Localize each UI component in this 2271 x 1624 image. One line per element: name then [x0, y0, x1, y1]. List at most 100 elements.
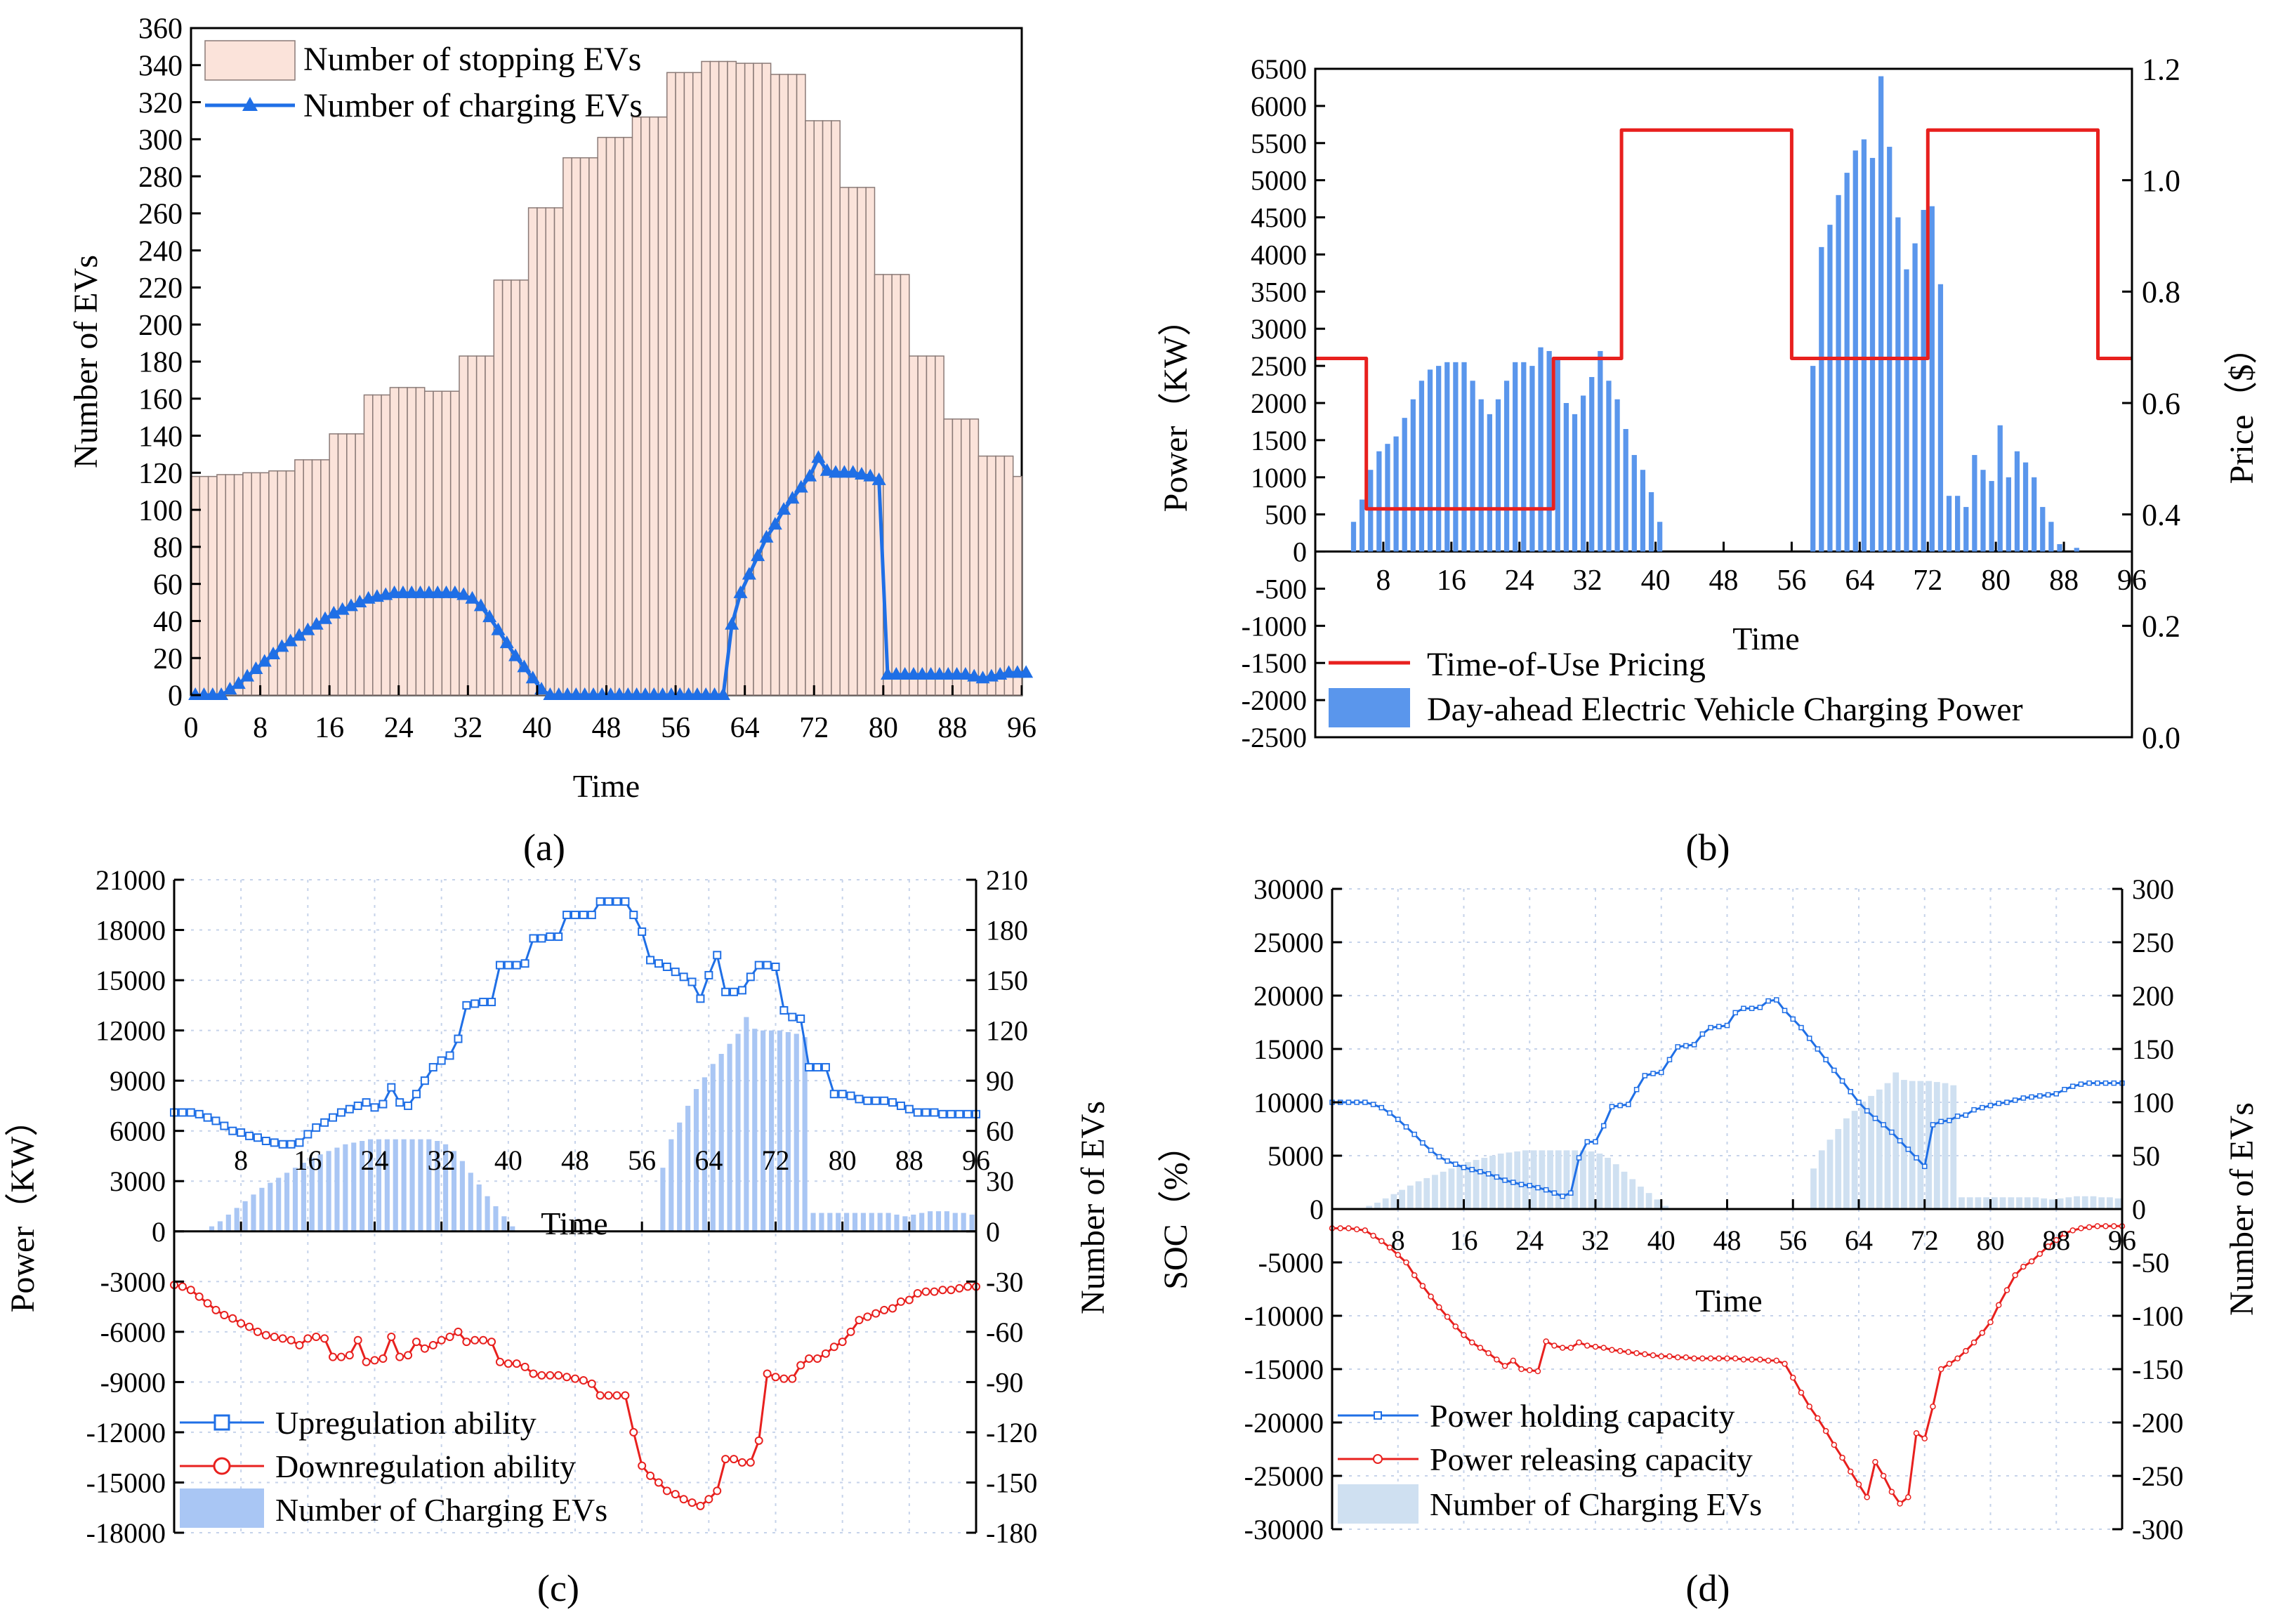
charging-ev-bar: [1464, 1162, 1471, 1209]
charging-power-bar: [1538, 347, 1543, 552]
stopping-ev-bar: [485, 355, 495, 696]
x-axis-tick-label: 64: [730, 712, 760, 744]
charging-ev-bar: [409, 1139, 415, 1232]
upregulation-marker: [704, 970, 713, 979]
charging-ev-bar: [669, 1139, 674, 1232]
stopping-ev-bar: [225, 474, 235, 696]
releasing-marker: [1370, 1232, 1376, 1239]
downregulation-marker: [353, 1335, 362, 1345]
charging-power-bar: [1844, 173, 1850, 552]
releasing-marker: [1782, 1361, 1788, 1367]
stopping-ev-bar: [433, 390, 443, 696]
releasing-marker: [1576, 1339, 1582, 1346]
y-axis-tick-label: 260: [138, 199, 183, 231]
charging-ev-bar: [2041, 1198, 2048, 1209]
stopping-ev-bar: [475, 355, 486, 696]
upregulation-marker: [546, 932, 555, 942]
downregulation-marker: [671, 1490, 680, 1499]
holding-marker: [1996, 1100, 2001, 1107]
y-axis-left-tick-label: -15000: [1244, 1354, 1324, 1385]
releasing-marker: [1534, 1368, 1541, 1375]
charging-ev-bar: [1654, 1199, 1661, 1209]
downregulation-marker: [454, 1327, 463, 1336]
stopping-ev-bar: [796, 74, 806, 696]
stopping-ev-bar: [268, 470, 278, 696]
releasing-marker: [1872, 1458, 1878, 1465]
charging-ev-bar: [2114, 1198, 2121, 1209]
x-axis-tick-label: 72: [762, 1144, 790, 1176]
upregulation-marker: [955, 1109, 964, 1118]
x-axis-tick-label: 80: [1981, 565, 2010, 597]
charging-ev-bar: [1580, 1150, 1586, 1209]
charging-ev-bar: [251, 1194, 256, 1232]
holding-marker: [1584, 1139, 1591, 1144]
charging-ev-bar: [393, 1139, 398, 1232]
y-axis-left-tick-label: 9000: [110, 1065, 166, 1097]
y-axis-left-tick-label: 21000: [96, 864, 166, 896]
x-axis-tick-label: 40: [1641, 565, 1671, 597]
upregulation-marker: [913, 1108, 922, 1117]
y-axis-tick-label: 320: [138, 87, 183, 119]
holding-marker: [1617, 1102, 1623, 1109]
upregulation-marker: [462, 1001, 471, 1010]
upregulation-marker: [211, 1116, 220, 1125]
holding-marker: [1659, 1069, 1664, 1076]
charging-ev-bar: [1399, 1189, 1406, 1209]
upregulation-marker: [554, 932, 563, 942]
charging-power-bar: [1887, 147, 1892, 552]
releasing-marker: [1444, 1314, 1451, 1320]
stopping-ev-bar: [363, 394, 374, 696]
y-axis-right-tick-label: -50: [2132, 1247, 2169, 1279]
charging-power-bar: [1937, 284, 1944, 552]
upregulation-marker: [270, 1138, 279, 1147]
charging-ev-bar: [727, 1043, 732, 1232]
legend-label-charging: Number of charging EVs: [303, 87, 643, 124]
legend-swatch-power: [1329, 688, 1410, 727]
upregulation-marker: [520, 959, 529, 968]
charging-ev-bar: [1638, 1187, 1644, 1209]
y-axis-left-tick-label: -9000: [100, 1366, 166, 1398]
charging-power-bar: [1631, 455, 1637, 552]
charging-ev-marker: [240, 668, 255, 682]
panel-label: (d): [1686, 1567, 1730, 1609]
charging-power-bar: [2014, 451, 2020, 552]
stopping-ev-bar: [372, 394, 382, 696]
releasing-marker: [1864, 1494, 1870, 1500]
releasing-marker: [1798, 1389, 1805, 1396]
releasing-marker: [2086, 1224, 2093, 1231]
charging-ev-bar: [702, 1077, 707, 1232]
downregulation-marker: [178, 1282, 187, 1291]
upregulation-marker: [353, 1101, 362, 1110]
releasing-marker: [1477, 1345, 1484, 1351]
stopping-ev-bar: [900, 274, 910, 696]
upregulation-marker: [754, 960, 763, 970]
holding-marker: [1987, 1102, 1994, 1109]
y-axis-left-tick-label: 0: [1310, 1194, 1324, 1225]
y-axis-right-tick-label: -150: [986, 1467, 1037, 1498]
stopping-ev-bar: [848, 187, 858, 696]
upregulation-marker: [595, 897, 605, 906]
y-axis-left-tick-label: 20000: [1253, 980, 1324, 1012]
stopping-ev-bar: [995, 455, 1006, 696]
upregulation-marker: [646, 956, 655, 965]
downregulation-marker: [445, 1333, 454, 1341]
downregulation-marker: [587, 1379, 596, 1388]
charging-ev-bar: [827, 1213, 833, 1232]
charging-power-bar: [1402, 418, 1407, 552]
upregulation-marker: [812, 1063, 822, 1072]
releasing-marker: [2012, 1272, 2018, 1279]
charging-power-bar: [1376, 451, 1382, 552]
holding-marker: [1922, 1163, 1928, 1169]
downregulation-marker: [638, 1461, 647, 1470]
y-axis-right-tick-label: -250: [2132, 1460, 2183, 1492]
y-axis-left-tick-label: -6000: [100, 1316, 166, 1348]
x-axis-tick-label: 96: [962, 1144, 990, 1176]
y-axis-right-tick-label: 0: [2132, 1194, 2146, 1225]
releasing-marker: [1600, 1345, 1607, 1351]
holding-marker: [1782, 1008, 1788, 1014]
releasing-marker: [2053, 1236, 2060, 1243]
holding-marker: [2086, 1080, 2092, 1086]
downregulation-marker: [812, 1354, 822, 1363]
stopping-ev-bar: [657, 116, 668, 696]
charging-power-bar: [2022, 462, 2029, 552]
